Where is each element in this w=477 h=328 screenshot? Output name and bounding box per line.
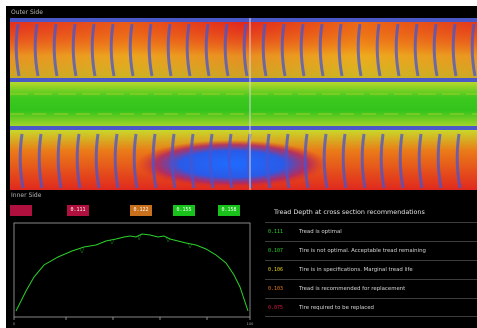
recommendation-text: Tire is not optimal. Acceptable tread re…: [299, 248, 426, 254]
tread-groove: [204, 23, 211, 77]
tread-groove: [75, 133, 82, 189]
tread-groove: [52, 23, 59, 77]
tread-groove: [322, 133, 329, 189]
worn-region: [137, 140, 327, 188]
recommendation-text: Tread is recommended for replacement: [299, 286, 406, 292]
tread-groove: [185, 23, 192, 77]
tread-groove: [356, 23, 363, 77]
tread-groove: [109, 23, 116, 77]
tread-heatmap[interactable]: [10, 18, 477, 190]
tread-depth-viewer: Outer Side: [6, 6, 477, 328]
tread-groove: [318, 23, 325, 77]
inner-side-label: Inner Side: [11, 192, 42, 199]
tread-groove: [303, 133, 310, 189]
profile-x-start: 0: [13, 322, 15, 326]
tread-groove: [360, 133, 367, 189]
tread-groove: [337, 23, 344, 77]
tread-groove: [261, 23, 268, 77]
legend-badge-2: 0.111: [67, 205, 89, 216]
recommendation-value: 0.106: [268, 267, 284, 273]
tread-groove: [71, 23, 78, 77]
recommendation-text: Tire is in specifications. Marginal trea…: [299, 267, 413, 273]
legend-badge-4: 0.155: [173, 205, 195, 216]
recommendation-row: 0.111 Tread is optimal: [265, 222, 477, 241]
recommendation-value: 0.075: [268, 305, 284, 311]
legend-badge-3: 0.122: [130, 205, 152, 216]
tread-groove: [432, 23, 439, 77]
profile-line: [15, 233, 249, 312]
tread-groove: [170, 133, 177, 189]
tread-groove: [242, 23, 249, 77]
tread-groove: [56, 133, 63, 189]
tread-groove: [113, 133, 120, 189]
tread-groove: [227, 133, 234, 189]
tread-groove: [18, 133, 25, 189]
profile-x-end: 100: [247, 322, 254, 326]
recommendation-value: 0.111: [268, 229, 284, 235]
tread-groove: [375, 23, 382, 77]
tread-groove: [189, 133, 196, 189]
tread-groove: [299, 23, 306, 77]
center-rib: [10, 82, 477, 126]
depth-legend-badges: 0.111 0.122 0.155 0.158: [10, 205, 250, 217]
recommendation-value: 0.107: [268, 248, 284, 254]
profile-chart: 0 100: [13, 222, 254, 326]
tread-groove: [208, 133, 215, 189]
tread-groove: [417, 133, 424, 189]
legend-badge-1: [10, 205, 32, 216]
tread-groove: [151, 133, 158, 189]
tread-groove: [94, 133, 101, 189]
recommendations-title: Tread Depth at cross section recommendat…: [274, 208, 425, 216]
tread-groove: [14, 23, 21, 77]
tread-groove: [455, 133, 462, 189]
tread-groove: [379, 133, 386, 189]
tread-groove: [223, 23, 230, 77]
tread-groove: [33, 23, 40, 77]
tread-groove: [341, 133, 348, 189]
outer-side-label: Outer Side: [11, 9, 43, 16]
recommendation-row: 0.103 Tread is recommended for replaceme…: [265, 279, 477, 298]
tread-groove: [147, 23, 154, 77]
recommendation-row: 0.075 Tire required to be replaced: [265, 298, 477, 317]
tread-groove: [451, 23, 458, 77]
tread-groove: [90, 23, 97, 77]
recommendation-row: 0.106 Tire is in specifications. Margina…: [265, 260, 477, 279]
recommendation-text: Tread is optimal: [299, 229, 342, 235]
recommendation-value: 0.103: [268, 286, 284, 292]
cross-section-profile: 0 100: [10, 219, 256, 326]
tread-groove: [280, 23, 287, 77]
tread-groove: [284, 133, 291, 189]
recommendation-row: 0.107 Tire is not optimal. Acceptable tr…: [265, 241, 477, 260]
tread-groove: [470, 23, 477, 77]
tread-groove: [398, 133, 405, 189]
tread-groove: [37, 133, 44, 189]
tread-groove: [132, 133, 139, 189]
outer-tread-grooves: [14, 23, 477, 77]
tread-groove: [265, 133, 272, 189]
profile-frame: [13, 222, 251, 318]
profile-noise: [79, 234, 193, 254]
tread-groove: [128, 23, 135, 77]
tread-groove: [413, 23, 420, 77]
recommendation-text: Tire required to be replaced: [299, 305, 374, 311]
tread-groove: [166, 23, 173, 77]
inner-tread-grooves: [18, 133, 462, 189]
profile-ticks: [13, 317, 251, 320]
tread-groove: [436, 133, 443, 189]
tread-groove: [394, 23, 401, 77]
legend-badge-5: 0.158: [218, 205, 240, 216]
recommendations-list: 0.111 Tread is optimal 0.107 Tire is not…: [265, 222, 477, 317]
